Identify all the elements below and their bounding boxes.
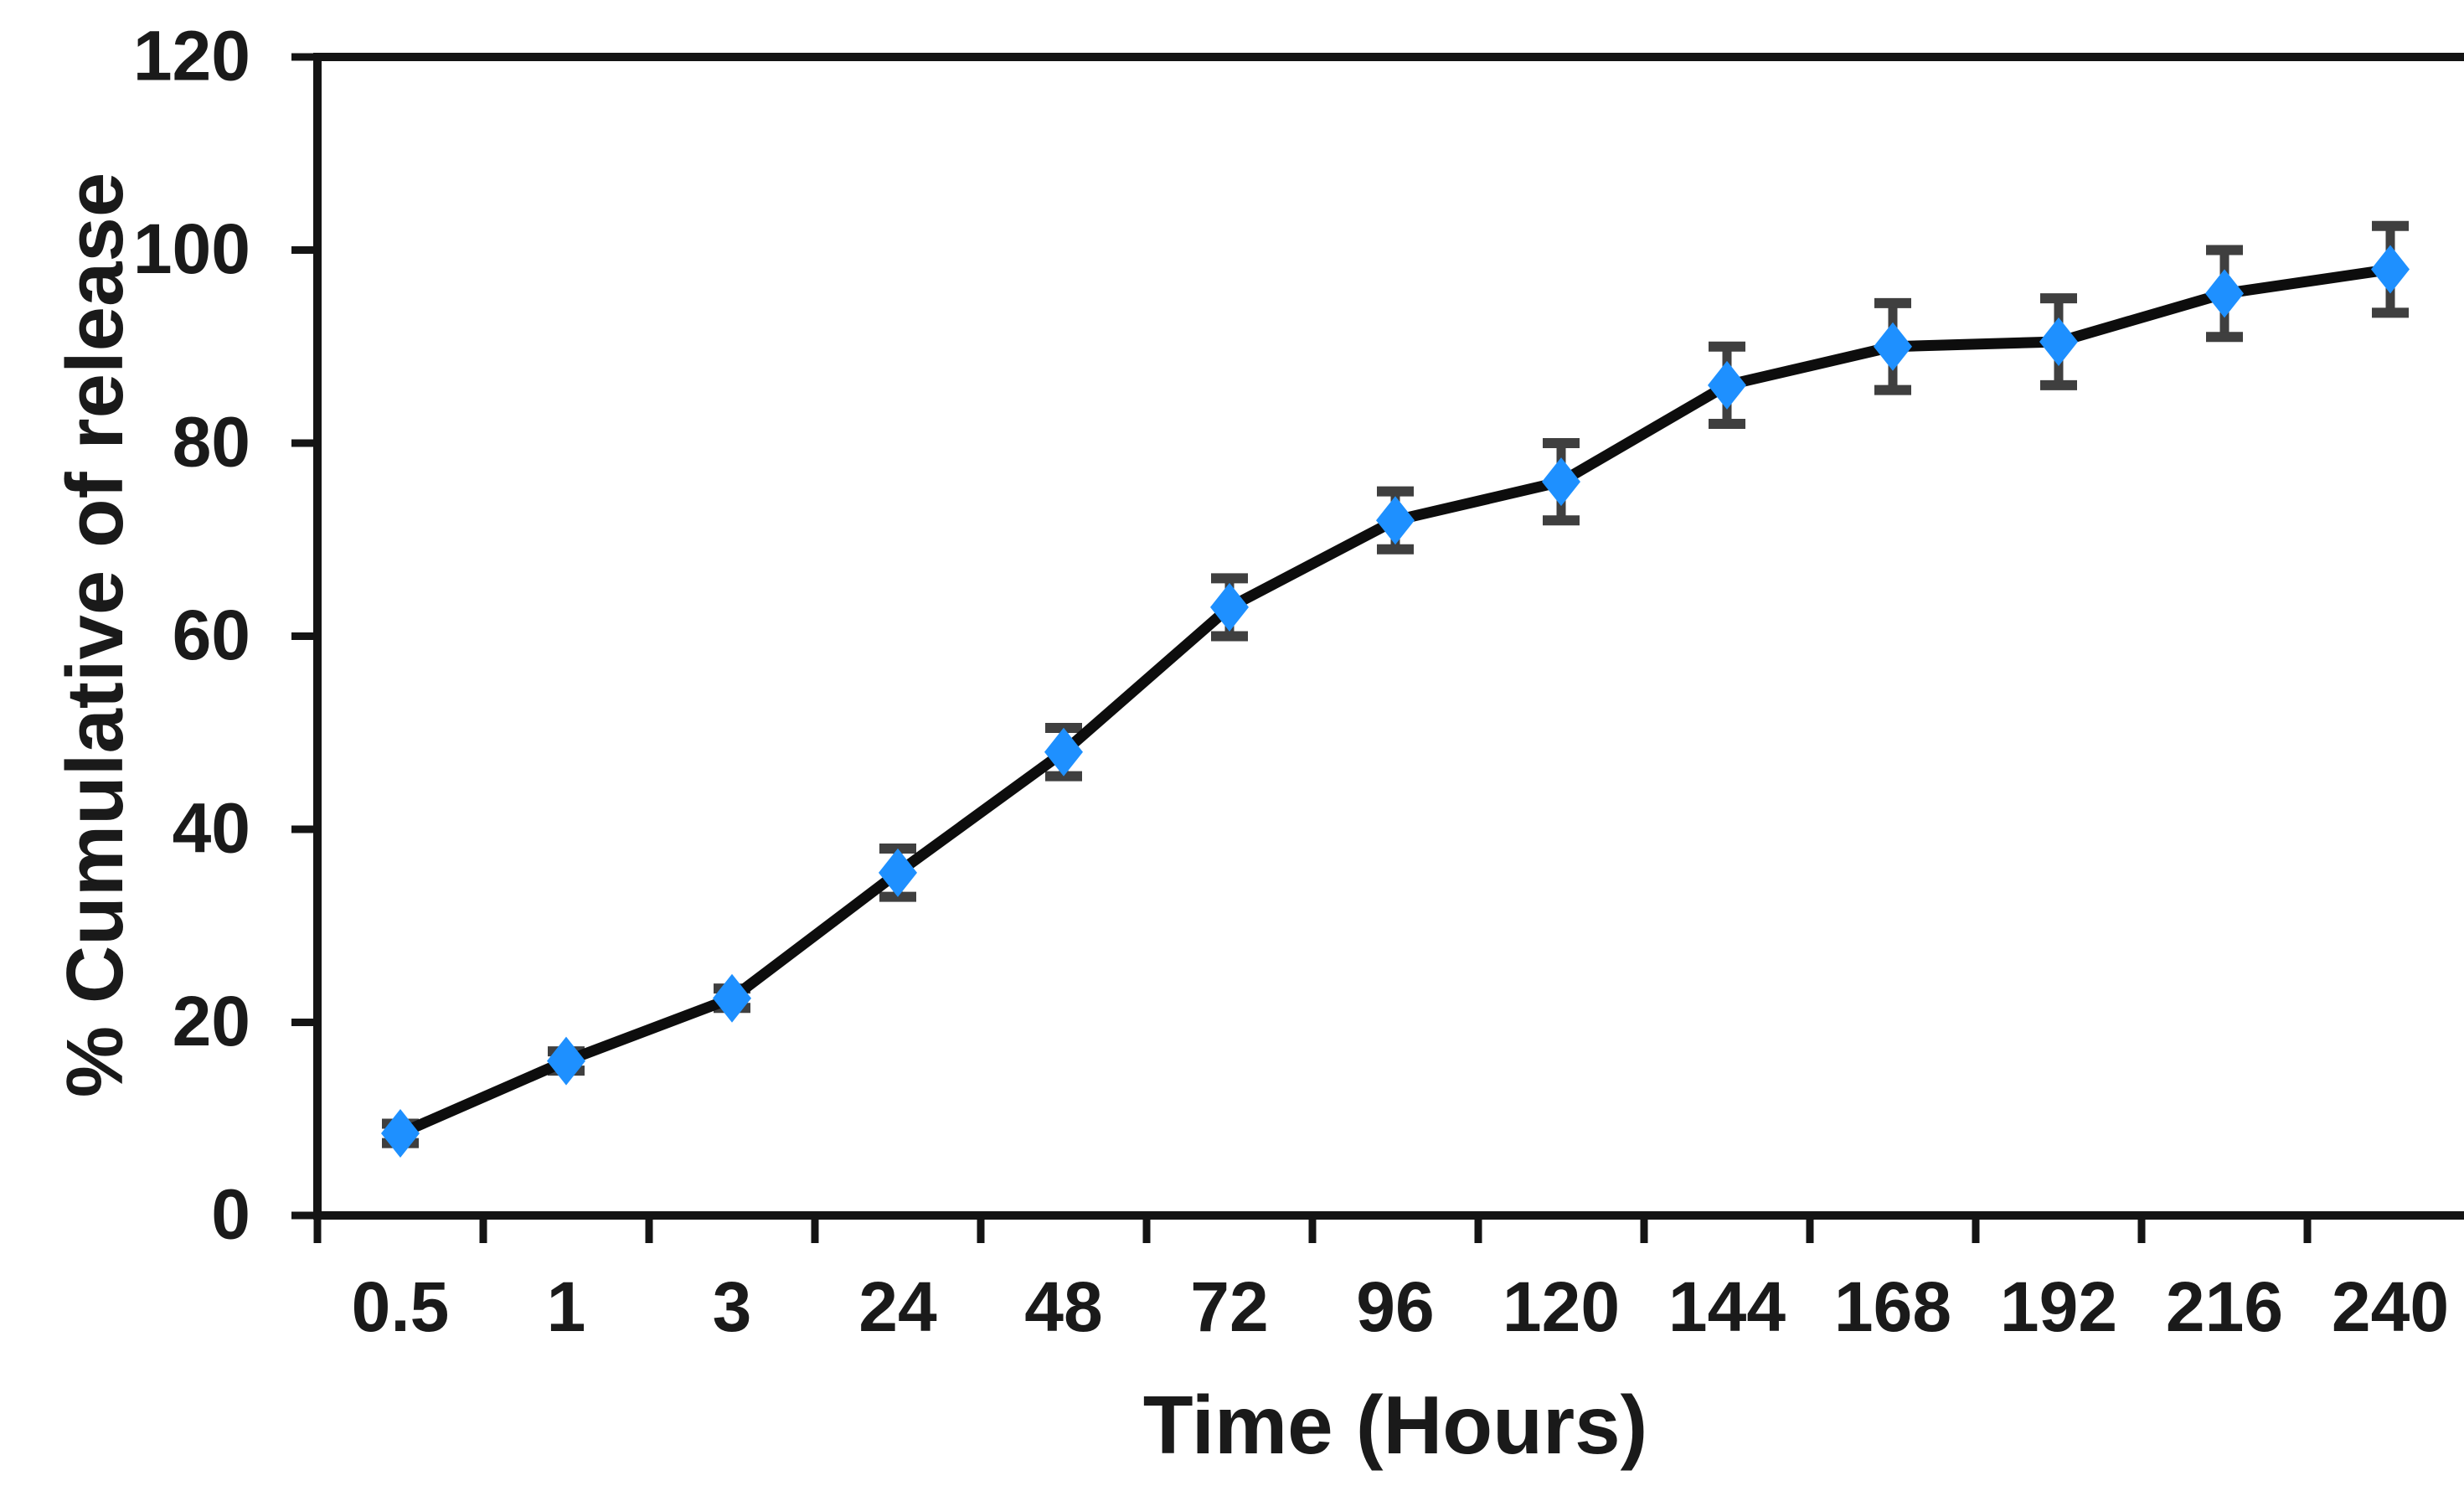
data-point-marker (1874, 322, 1912, 371)
data-point-marker (1210, 582, 1249, 632)
x-axis-tick-label: 24 (858, 1267, 937, 1346)
plot-border (313, 53, 2464, 1220)
x-axis-tick-label: 120 (1503, 1267, 1620, 1346)
x-axis-tick-label: 144 (1668, 1267, 1786, 1346)
x-axis-tick-label: 216 (2166, 1267, 2283, 1346)
data-point-marker (1376, 496, 1415, 545)
data-point-marker (879, 848, 917, 897)
data-point-marker (2039, 317, 2078, 366)
x-axis-tick-label: 96 (1356, 1267, 1434, 1346)
data-point-marker (2371, 245, 2410, 294)
series-line (394, 264, 2396, 1139)
x-axis-tick-label: 3 (713, 1267, 752, 1346)
x-axis-tick-label: 168 (1834, 1267, 1951, 1346)
y-axis-tick-label: 40 (173, 789, 250, 868)
x-axis-tick-label: 240 (2332, 1267, 2449, 1346)
data-point-marker (547, 1036, 585, 1086)
y-axis-tick-label: 100 (133, 209, 250, 288)
x-axis-title: Time (Hours) (1142, 1379, 1648, 1471)
x-axis-tick-label: 0.5 (352, 1267, 450, 1346)
data-point-marker (1044, 727, 1083, 777)
data-point-marker (381, 1109, 420, 1158)
y-axis-tick-label: 80 (173, 403, 250, 482)
y-axis-tick-label: 120 (133, 17, 250, 95)
x-axis-tick-label: 1 (547, 1267, 586, 1346)
data-point-marker (713, 973, 751, 1023)
x-axis-tick-label: 192 (2000, 1267, 2117, 1346)
x-axis-tick-label: 72 (1190, 1267, 1268, 1346)
x-axis-tick-label: 48 (1024, 1267, 1102, 1346)
release-profile-figure: % Cumulative of release 0 20 40 60 80 100 120 0… (34, 13, 2464, 1473)
y-axis-tick-label: 20 (173, 982, 250, 1060)
data-point-marker (1542, 457, 1580, 507)
y-axis-tick-label: 0 (211, 1175, 250, 1254)
y-axis-tick-label: 60 (173, 596, 250, 674)
data-point-marker (2205, 269, 2244, 318)
data-point-marker (1708, 360, 1746, 410)
release-profile-chart: 0 20 40 60 80 100 120 0.5 1 3 24 48 72 96 120 144 168 192… (133, 17, 2464, 1346)
